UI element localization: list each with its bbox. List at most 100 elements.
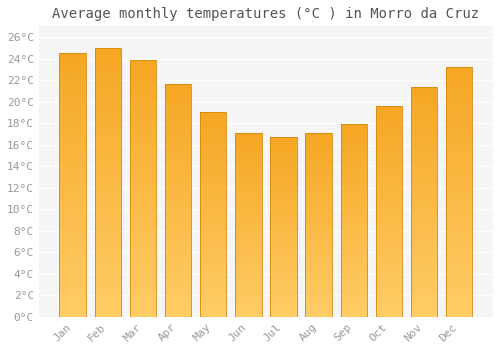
Bar <box>306 217 332 221</box>
Bar <box>340 271 367 274</box>
Bar <box>60 217 86 222</box>
Bar <box>306 225 332 229</box>
Bar <box>376 237 402 241</box>
Bar <box>306 221 332 225</box>
Bar <box>94 215 121 220</box>
Bar <box>235 247 262 251</box>
Bar <box>446 137 472 142</box>
Bar <box>376 241 402 245</box>
Bar <box>446 167 472 172</box>
Bar <box>200 186 226 190</box>
Bar <box>130 265 156 271</box>
Bar <box>165 256 191 261</box>
Bar <box>200 219 226 223</box>
Bar <box>130 240 156 245</box>
Bar <box>200 178 226 182</box>
Bar <box>376 220 402 224</box>
Bar <box>200 276 226 280</box>
Bar <box>200 145 226 149</box>
Bar <box>165 103 191 108</box>
Bar <box>270 245 296 248</box>
Bar <box>200 268 226 272</box>
Bar <box>306 258 332 261</box>
Bar <box>60 238 86 243</box>
Bar <box>200 235 226 239</box>
Bar <box>411 174 438 178</box>
Bar <box>165 173 191 177</box>
Bar <box>446 262 472 267</box>
Bar <box>411 133 438 137</box>
Bar <box>340 294 367 298</box>
Bar <box>306 151 332 155</box>
Bar <box>446 312 472 317</box>
Bar <box>94 274 121 279</box>
Bar <box>446 267 472 272</box>
Bar <box>200 313 226 317</box>
Bar <box>130 204 156 209</box>
Bar <box>165 89 191 94</box>
Bar <box>270 252 296 256</box>
Bar <box>200 215 226 219</box>
Bar <box>411 229 438 234</box>
Bar <box>200 182 226 186</box>
Bar <box>130 301 156 307</box>
Bar <box>340 236 367 240</box>
Bar <box>376 173 402 177</box>
Bar <box>411 86 438 317</box>
Bar <box>446 177 472 182</box>
Bar <box>411 243 438 248</box>
Bar <box>200 117 226 120</box>
Bar <box>130 260 156 265</box>
Bar <box>235 140 262 144</box>
Bar <box>235 170 262 173</box>
Bar <box>130 178 156 183</box>
Bar <box>94 161 121 166</box>
Bar <box>306 273 332 276</box>
Bar <box>270 310 296 313</box>
Bar <box>60 180 86 185</box>
Bar <box>411 285 438 289</box>
Bar <box>94 247 121 252</box>
Bar <box>60 169 86 174</box>
Bar <box>165 233 191 238</box>
Bar <box>200 170 226 174</box>
Bar <box>446 157 472 162</box>
Bar <box>235 287 262 291</box>
Bar <box>130 111 156 116</box>
Bar <box>446 287 472 292</box>
Bar <box>60 280 86 285</box>
Bar <box>200 309 226 313</box>
Bar <box>165 126 191 131</box>
Bar <box>130 214 156 219</box>
Bar <box>94 177 121 182</box>
Bar <box>165 266 191 270</box>
Bar <box>165 275 191 280</box>
Bar <box>446 142 472 147</box>
Bar <box>60 306 86 312</box>
Bar <box>200 284 226 288</box>
Bar <box>200 202 226 206</box>
Bar <box>94 268 121 274</box>
Bar <box>165 84 191 317</box>
Bar <box>200 223 226 227</box>
Bar <box>376 262 402 266</box>
Bar <box>340 274 367 278</box>
Bar <box>306 214 332 217</box>
Bar <box>376 148 402 152</box>
Bar <box>306 309 332 313</box>
Bar <box>165 98 191 103</box>
Bar <box>235 273 262 276</box>
Bar <box>376 135 402 140</box>
Bar <box>94 279 121 285</box>
Bar <box>411 252 438 257</box>
Bar <box>130 276 156 281</box>
Bar <box>200 251 226 256</box>
Bar <box>446 242 472 247</box>
Bar <box>235 284 262 287</box>
Bar <box>306 291 332 295</box>
Bar <box>60 69 86 74</box>
Bar <box>446 87 472 92</box>
Bar <box>270 216 296 220</box>
Bar <box>376 258 402 262</box>
Bar <box>270 234 296 238</box>
